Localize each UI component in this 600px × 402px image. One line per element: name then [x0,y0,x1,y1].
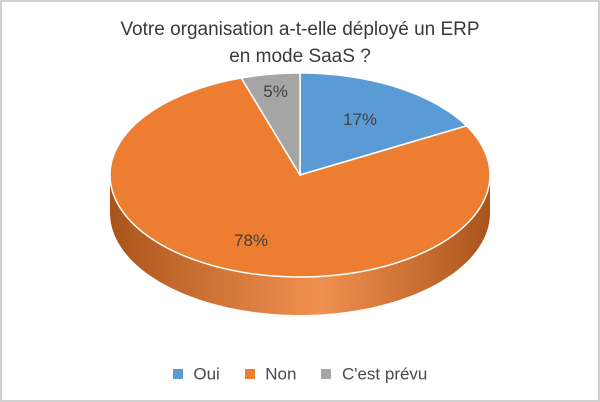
pie-slice-c-est-prevu [240,72,301,176]
data-label-oui: 17% [343,110,377,129]
legend-label-cest-prevu: C'est prévu [341,364,428,384]
data-label-c-est-prevu: 5% [263,82,288,101]
pie-side-non [110,175,490,315]
chart-legend: Oui Non C'est prévu [2,364,598,385]
pie-data-labels: 17% 78% 5% [234,82,377,250]
data-label-non: 78% [234,231,268,250]
legend-label-oui: Oui [193,364,220,384]
chart-title-line-1: Votre organisation a-t-elle déployé un E… [120,19,480,40]
legend-swatch-non [244,368,255,379]
chart-title: Votre organisation a-t-elle déployé un E… [2,16,598,70]
legend-label-non: Non [265,364,297,384]
pie-side-walls [110,175,490,315]
legend-swatch-cest-prevu [321,368,332,379]
legend-item-cest-prevu: C'est prévu [321,364,427,385]
chart-title-line-2: en mode SaaS ? [229,46,371,67]
legend-swatch-oui [172,368,183,379]
pie-top-faces [109,72,491,278]
pie-slice-non [109,77,491,278]
legend-item-oui: Oui [172,364,220,385]
legend-item-non: Non [244,364,297,385]
pie-slice-oui [299,72,468,176]
